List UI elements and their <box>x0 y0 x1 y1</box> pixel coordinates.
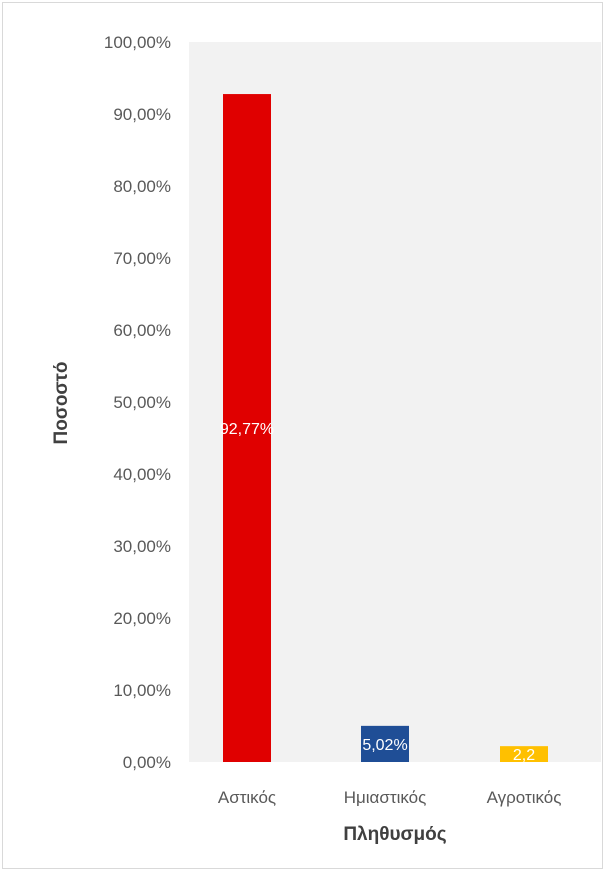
y-axis-ticks: 0,00% 10,00% 20,00% 30,00% 40,00% 50,00% 60,00… <box>104 33 171 772</box>
y-tick-label: 20,00% <box>113 609 171 628</box>
y-tick-label: 60,00% <box>113 321 171 340</box>
y-tick-label: 70,00% <box>113 249 171 268</box>
data-label: 92,77% <box>220 421 274 438</box>
bar <box>500 746 548 762</box>
x-tick-label: Αγροτικός <box>487 788 562 807</box>
data-label: 5,02% <box>362 737 407 754</box>
y-tick-label: 80,00% <box>113 177 171 196</box>
y-tick-label: 50,00% <box>113 393 171 412</box>
x-axis-title: Πληθυσμός <box>343 824 446 845</box>
y-axis-title: Ποσοστό <box>51 361 72 444</box>
y-tick-label: 0,00% <box>123 753 171 772</box>
x-axis-labels: Αστικός Ημιαστικός Αγροτικός <box>218 788 562 807</box>
y-tick-label: 90,00% <box>113 105 171 124</box>
data-labels: 92,77% 5,02% 2,2 <box>220 421 535 764</box>
x-tick-label: Αστικός <box>218 788 276 807</box>
y-tick-label: 40,00% <box>113 465 171 484</box>
bars <box>223 94 548 762</box>
bar <box>361 725 409 762</box>
bar <box>223 94 271 762</box>
y-tick-label: 30,00% <box>113 537 171 556</box>
y-tick-label: 100,00% <box>104 33 171 52</box>
y-tick-label: 10,00% <box>113 681 171 700</box>
bar-chart: 0,00% 10,00% 20,00% 30,00% 40,00% 50,00% 60,00… <box>51 33 601 845</box>
x-tick-label: Ημιαστικός <box>344 788 427 807</box>
data-label: 2,2 <box>513 747 535 764</box>
